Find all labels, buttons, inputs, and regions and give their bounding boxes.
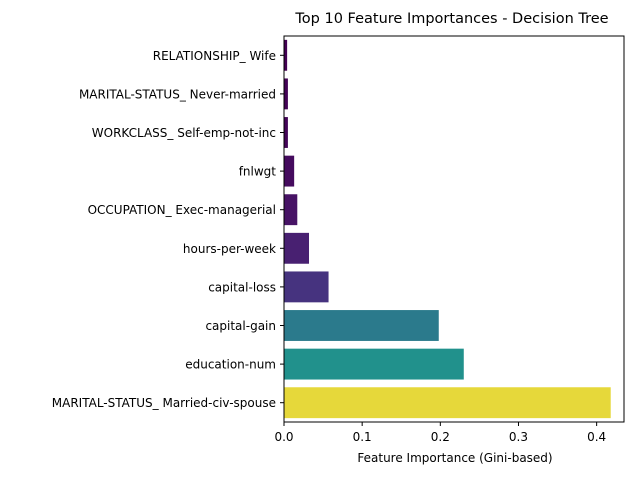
x-axis: 0.0 0.1 0.2 0.3 0.4 <box>274 422 606 444</box>
x-tick-label-2: 0.2 <box>431 430 450 444</box>
y-tick-label-7: capital-gain <box>205 319 276 333</box>
x-tick-label-4: 0.4 <box>587 430 606 444</box>
y-tick-label-2: WORKCLASS_ Self-emp-not-inc <box>92 126 276 140</box>
x-tick-label-0: 0.0 <box>274 430 293 444</box>
y-tick-label-1: MARITAL-STATUS_ Never-married <box>79 87 276 101</box>
bar-4 <box>284 194 298 226</box>
x-axis-label: Feature Importance (Gini-based) <box>357 451 552 465</box>
y-tick-label-0: RELATIONSHIP_ Wife <box>153 49 276 63</box>
y-tick-label-8: education-num <box>185 358 276 372</box>
chart-title: Top 10 Feature Importances - Decision Tr… <box>294 11 608 27</box>
y-tick-label-5: hours-per-week <box>183 242 276 256</box>
bars-group <box>284 39 611 419</box>
y-axis: RELATIONSHIP_ Wife MARITAL-STATUS_ Never-… <box>52 49 284 410</box>
bar-6 <box>284 271 329 303</box>
y-tick-label-6: capital-loss <box>208 280 276 294</box>
bar-7 <box>284 310 439 341</box>
bar-9 <box>284 387 611 419</box>
bar-3 <box>284 155 295 187</box>
bar-8 <box>284 348 464 380</box>
x-tick-label-3: 0.3 <box>509 430 528 444</box>
bar-2 <box>284 117 288 148</box>
plot-frame <box>283 35 625 423</box>
y-tick-label-3: fnlwgt <box>239 165 277 179</box>
bar-1 <box>284 78 288 110</box>
x-tick-label-1: 0.1 <box>353 430 372 444</box>
y-tick-label-9: MARITAL-STATUS_ Married-civ-spouse <box>52 396 276 410</box>
bar-0 <box>284 39 288 71</box>
y-tick-label-4: OCCUPATION_ Exec-managerial <box>88 203 276 217</box>
bar-5 <box>284 232 310 264</box>
